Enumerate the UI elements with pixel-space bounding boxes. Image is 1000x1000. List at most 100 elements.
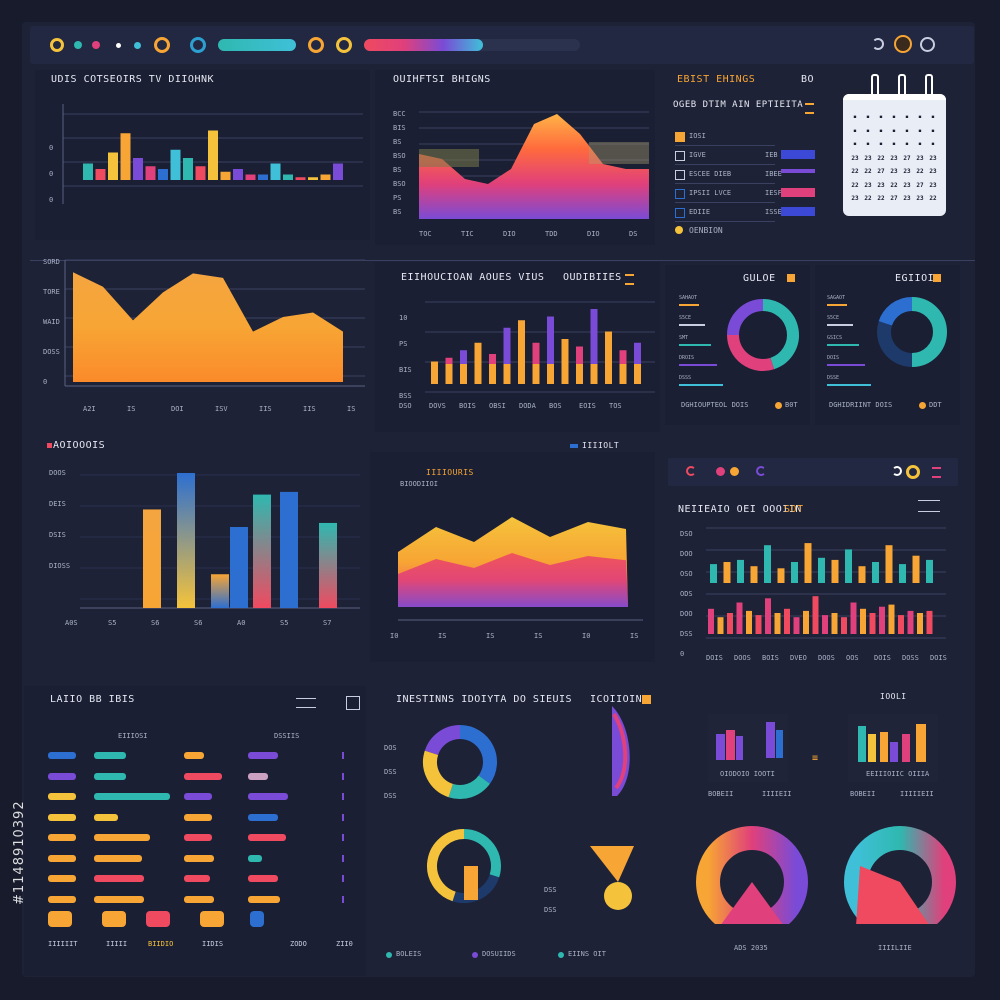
- minimize-icon[interactable]: [872, 38, 884, 50]
- menu-icon[interactable]: [625, 274, 634, 285]
- calendar-day[interactable]: ■: [918, 127, 922, 133]
- calendar-day[interactable]: 23: [929, 168, 937, 175]
- calendar-day[interactable]: ■: [918, 141, 922, 146]
- calendar-day[interactable]: 22: [890, 181, 898, 189]
- axis-tick: DVEO: [790, 654, 807, 662]
- close-icon[interactable]: [920, 37, 935, 52]
- calendar-day[interactable]: 22: [877, 195, 885, 202]
- calendar-day[interactable]: ■: [866, 127, 870, 133]
- settings-icon[interactable]: [894, 35, 912, 53]
- summary-block[interactable]: [48, 911, 72, 927]
- calendar-day[interactable]: 23: [864, 154, 872, 162]
- axis-tick: ISV: [215, 405, 228, 413]
- calendar-day[interactable]: 23: [864, 181, 872, 189]
- calendar-day[interactable]: ■: [853, 141, 857, 146]
- calendar-day[interactable]: 22: [916, 168, 924, 175]
- calendar-day[interactable]: 23: [929, 154, 937, 162]
- summary-block[interactable]: [200, 911, 224, 927]
- menu-icon[interactable]: [296, 698, 316, 708]
- calendar-day[interactable]: 22: [851, 168, 859, 175]
- calendar-day[interactable]: ■: [905, 127, 909, 133]
- calendar-day[interactable]: ■: [866, 141, 870, 146]
- panel-bar-chart-3: AOIOOOIS DOOS DEIS DSIS DIOSS A0S S5 S6 S6 A0 S5…: [35, 435, 365, 660]
- footer-label: IIDIS: [202, 940, 224, 948]
- calendar-day[interactable]: ■: [892, 141, 896, 146]
- bar: [845, 549, 852, 583]
- legend-line: [827, 384, 871, 386]
- calendar-day[interactable]: 23: [851, 195, 859, 202]
- bar-base: [431, 364, 438, 384]
- panel-bar-table: LAIIO BB IBIS EIIIOSI DSSIIS IIIIIIT IIII…: [24, 686, 366, 976]
- calendar-day[interactable]: 22: [864, 195, 872, 202]
- menu-icon[interactable]: [805, 103, 814, 114]
- legend-square-icon: [675, 132, 685, 142]
- calendar-day[interactable]: 23: [903, 168, 911, 175]
- axis-tick: DIO: [503, 230, 516, 238]
- ring-icon[interactable]: [336, 37, 352, 53]
- calendar-day[interactable]: ■: [892, 114, 896, 119]
- legend-label: DSSS: [679, 375, 692, 381]
- calendar-day[interactable]: ■: [892, 127, 896, 133]
- calendar-day[interactable]: ■: [879, 114, 883, 119]
- bar: [812, 596, 819, 634]
- bar: [634, 342, 641, 384]
- mini-bar: [916, 724, 926, 762]
- calendar-day[interactable]: 23: [916, 195, 924, 202]
- bar-base: [503, 364, 511, 384]
- calendar-day[interactable]: ■: [931, 141, 935, 146]
- legend-label: SMT: [679, 335, 689, 341]
- calendar-day[interactable]: 27: [916, 181, 924, 189]
- calendar-day[interactable]: 22: [877, 154, 885, 162]
- bar: [518, 320, 525, 384]
- calendar-day[interactable]: ■: [866, 114, 870, 119]
- bar-base: [474, 364, 482, 384]
- bar: [333, 163, 343, 180]
- menu-icon[interactable]: [932, 467, 941, 478]
- bar: [765, 598, 771, 634]
- calendar-day[interactable]: ■: [879, 127, 883, 133]
- calendar-day[interactable]: ■: [853, 114, 857, 119]
- legend-line: [827, 324, 853, 326]
- calendar-day[interactable]: 23: [903, 195, 911, 202]
- ring-icon[interactable]: [906, 465, 920, 479]
- summary-block[interactable]: [250, 911, 264, 927]
- calendar-day[interactable]: ■: [931, 114, 935, 119]
- legend-label: S5CE: [827, 315, 840, 321]
- calendar-day[interactable]: 23: [890, 168, 898, 175]
- row-bar: [781, 188, 815, 197]
- calendar-day[interactable]: 22: [864, 168, 872, 175]
- calendar-day[interactable]: ■: [853, 127, 857, 133]
- data-bar: [248, 875, 278, 882]
- calendar-day[interactable]: 23: [890, 154, 898, 162]
- calendar-day[interactable]: 23: [877, 181, 885, 189]
- pie-slice: [604, 882, 632, 910]
- calendar-day[interactable]: ■: [879, 141, 883, 146]
- calendar-widget[interactable]: ■ ■ ■ ■ ■ ■ ■ ■ ■ ■ ■ ■ ■ ■ ■ ■ ■ ■ ■ ■ ■ 23 23 22 23 27 23 23 22 22 2…: [843, 74, 946, 216]
- ring-icon[interactable]: [154, 37, 170, 53]
- calendar-day[interactable]: ■: [905, 114, 909, 119]
- calendar-day[interactable]: 27: [890, 195, 898, 202]
- legend-label: IOSI: [689, 132, 706, 140]
- calendar-day[interactable]: 22: [851, 181, 859, 189]
- calendar-day[interactable]: 27: [877, 168, 885, 175]
- calendar-day[interactable]: 23: [929, 181, 937, 189]
- calendar-day[interactable]: 27: [903, 154, 911, 162]
- calendar-day[interactable]: 23: [903, 181, 911, 189]
- ring-icon[interactable]: [308, 37, 324, 53]
- calendar-day[interactable]: ■: [918, 114, 922, 119]
- summary-block[interactable]: [146, 911, 170, 927]
- ring-icon[interactable]: [190, 37, 206, 53]
- y-tick: 0: [49, 170, 54, 178]
- calendar-day[interactable]: 23: [851, 154, 859, 162]
- menu-icon[interactable]: [918, 500, 940, 512]
- bar: [133, 158, 143, 180]
- calendar-day[interactable]: 22: [929, 195, 937, 202]
- axis-tick: BIS: [393, 124, 406, 132]
- axis-tick: TOS: [609, 402, 622, 410]
- calendar-day[interactable]: ■: [931, 127, 935, 133]
- calendar-day[interactable]: ■: [905, 141, 909, 146]
- calendar-day[interactable]: 23: [916, 154, 924, 162]
- summary-block[interactable]: [102, 911, 126, 927]
- window-icon[interactable]: [346, 696, 360, 710]
- nav-pill[interactable]: [218, 39, 296, 51]
